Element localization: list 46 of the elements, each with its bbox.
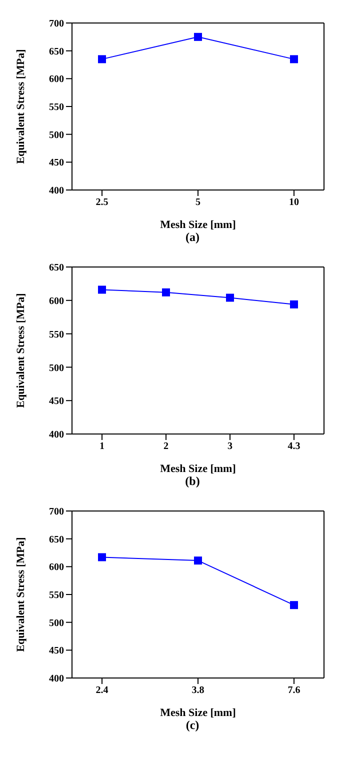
- text: (a): [184, 230, 200, 246]
- y-tick-label: 550: [49, 329, 64, 340]
- x-tick-label: 2.4: [96, 685, 108, 696]
- y-axis-title: Equivalent Stress [MPa]: [14, 49, 27, 164]
- x-axis-title: Mesh Size [mm]: [160, 707, 236, 719]
- y-tick-label: 500: [49, 362, 64, 374]
- y-tick-label: 650: [49, 262, 64, 274]
- x-tick-label: 10: [289, 197, 299, 208]
- point: [98, 286, 106, 294]
- point: [290, 300, 298, 308]
- y-tick-label: 600: [49, 562, 64, 574]
- y-tick-label: 600: [49, 296, 64, 307]
- x-tick-label: 2.5: [96, 197, 108, 208]
- x-tick-label: 7.6: [288, 685, 300, 696]
- point: [226, 294, 234, 302]
- text: (c): [184, 718, 200, 734]
- text: (b): [184, 474, 201, 490]
- y-tick-label: 450: [49, 158, 64, 169]
- y-tick-label: 650: [49, 534, 64, 546]
- x-tick-label: 3: [228, 441, 232, 452]
- y-tick-label: 400: [49, 674, 64, 685]
- x-tick-label: 4.3: [288, 441, 300, 452]
- y-tick-label: 650: [49, 46, 64, 58]
- x-tick-label: 3.8: [192, 685, 204, 696]
- point: [162, 288, 170, 296]
- y-tick-label: 700: [49, 506, 64, 518]
- y-tick-label: 550: [49, 590, 64, 602]
- x-axis-title: Mesh Size [mm]: [160, 219, 236, 231]
- x-tick-label: 1: [100, 441, 104, 452]
- x-axis-title: Mesh Size [mm]: [160, 463, 236, 475]
- point: [194, 556, 202, 565]
- y-axis-title: Equivalent Stress [MPa]: [14, 293, 27, 408]
- point: [98, 553, 106, 562]
- y-tick-label: 600: [49, 74, 64, 86]
- x-tick-label: 2: [164, 441, 168, 452]
- x-tick-label: 5: [196, 197, 200, 208]
- y-tick-label: 400: [49, 430, 64, 441]
- y-axis-title: Equivalent Stress [MPa]: [14, 537, 27, 652]
- y-tick-label: 550: [49, 102, 64, 114]
- y-tick-label: 500: [49, 130, 64, 141]
- y-tick-label: 450: [49, 646, 64, 657]
- point: [290, 601, 298, 610]
- y-tick-label: 500: [49, 618, 64, 629]
- y-tick-label: 450: [49, 396, 64, 408]
- y-tick-label: 400: [49, 186, 64, 197]
- y-tick-label: 700: [49, 18, 64, 30]
